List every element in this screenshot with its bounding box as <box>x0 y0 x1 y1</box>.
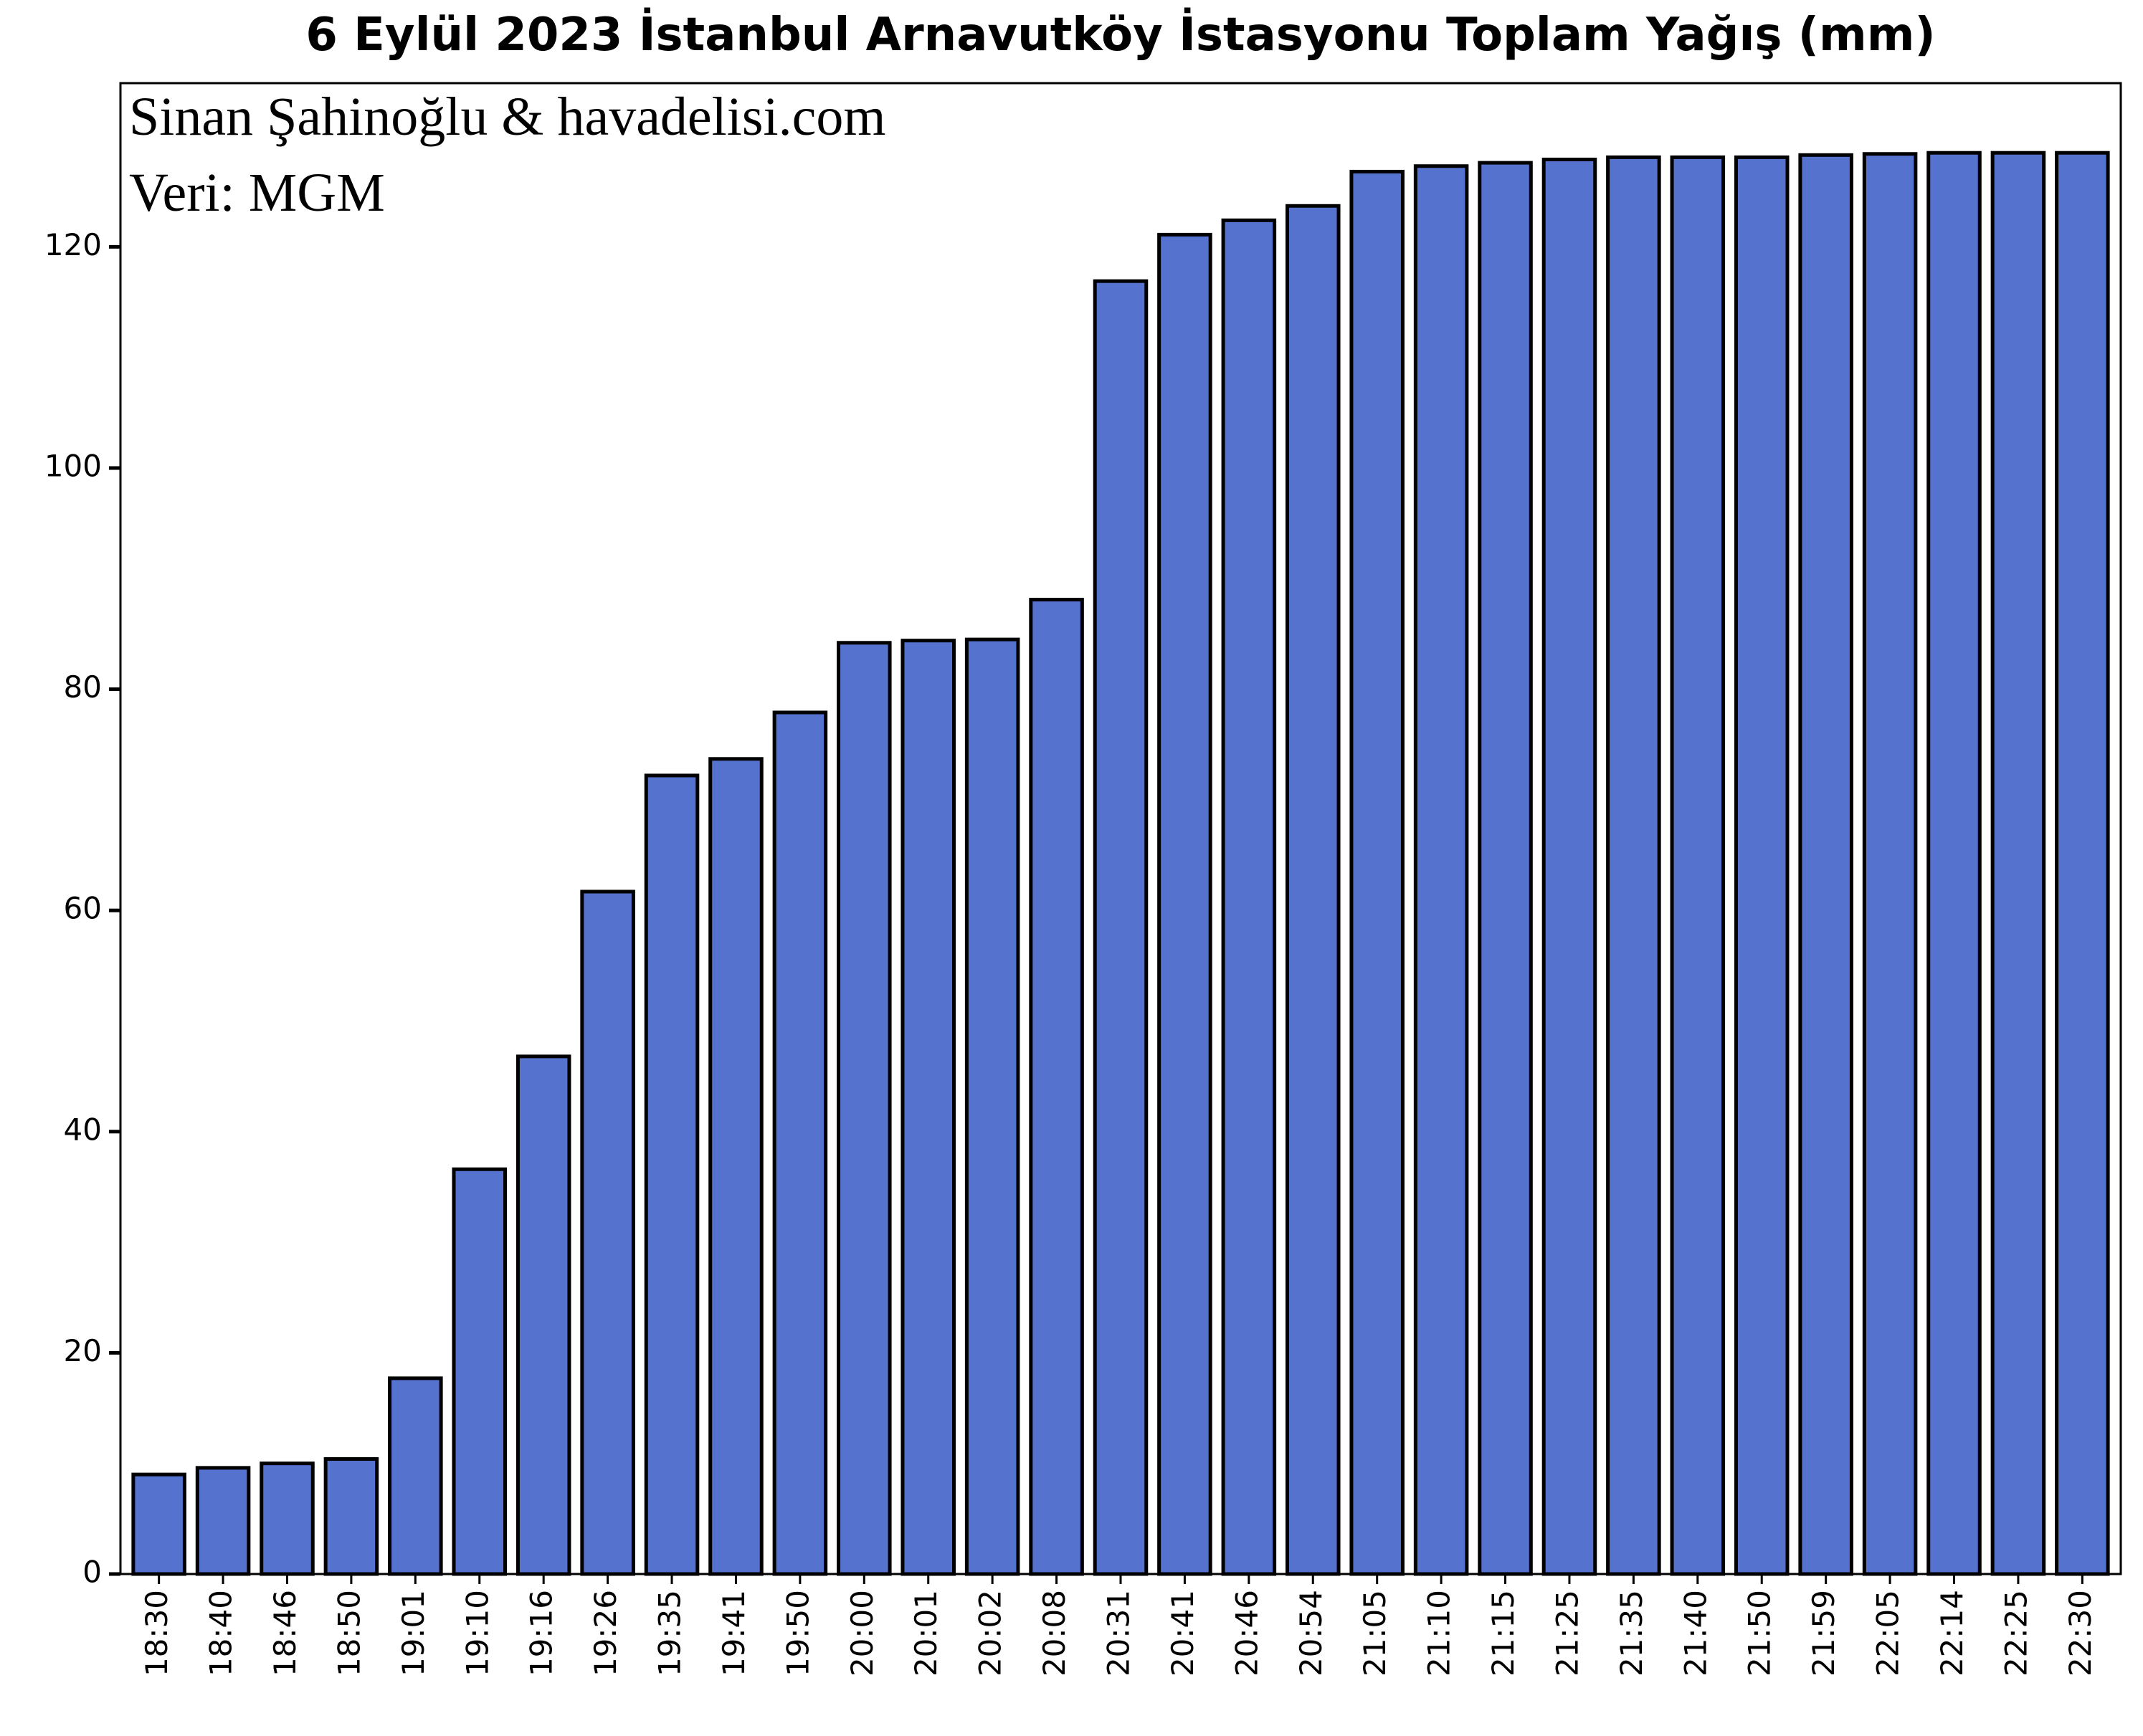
y-tick-label: 80 <box>64 669 102 705</box>
y-tick-label: 100 <box>44 448 102 483</box>
bar <box>452 1167 508 1576</box>
bar <box>2055 151 2110 1576</box>
bar <box>1221 218 1277 1576</box>
bar <box>708 757 764 1576</box>
bar <box>1349 169 1405 1576</box>
bar <box>1413 164 1469 1576</box>
bar <box>195 1466 251 1576</box>
y-tick-label: 40 <box>64 1112 102 1147</box>
bar <box>1029 598 1084 1576</box>
bar <box>1606 155 1661 1576</box>
chart-title: 6 Eylül 2023 İstanbul Arnavutköy İstasyo… <box>305 7 1935 62</box>
x-tick-label: 19:50 <box>780 1590 815 1677</box>
bar <box>964 637 1020 1576</box>
x-tick-label: 20:08 <box>1037 1590 1072 1677</box>
x-tick-label: 19:41 <box>716 1590 751 1677</box>
bar <box>580 890 635 1576</box>
bar <box>644 773 700 1576</box>
x-tick-label: 21:25 <box>1549 1590 1584 1677</box>
x-tick-label: 20:54 <box>1293 1590 1329 1677</box>
x-tick-label: 18:30 <box>139 1590 174 1677</box>
bar <box>1478 161 1533 1576</box>
x-tick-label: 22:30 <box>2063 1590 2098 1677</box>
annotation: Veri: MGM <box>129 163 385 223</box>
bar <box>1541 157 1597 1576</box>
bar <box>515 1054 571 1576</box>
x-tick-label: 19:01 <box>396 1590 431 1677</box>
x-tick-label: 18:40 <box>204 1590 239 1677</box>
bar <box>1093 279 1149 1576</box>
bar <box>1670 155 1726 1576</box>
y-tick-label: 20 <box>64 1333 102 1368</box>
x-tick-label: 21:59 <box>1806 1590 1841 1677</box>
bar <box>1926 151 1982 1576</box>
bar <box>1286 204 1341 1576</box>
x-tick-label: 19:10 <box>460 1590 495 1677</box>
x-tick-label: 21:10 <box>1422 1590 1457 1677</box>
x-tick-label: 22:25 <box>1998 1590 2033 1677</box>
bar <box>131 1472 186 1576</box>
bar <box>1734 155 1790 1576</box>
x-tick-label: 20:01 <box>908 1590 944 1677</box>
x-tick-label: 21:50 <box>1742 1590 1777 1677</box>
x-tick-label: 20:46 <box>1229 1590 1264 1677</box>
x-tick-label: 22:05 <box>1871 1590 1906 1677</box>
x-tick-label: 20:41 <box>1165 1590 1200 1677</box>
bar <box>901 639 956 1576</box>
bar <box>388 1376 443 1576</box>
x-tick-label: 21:35 <box>1614 1590 1649 1677</box>
bar <box>837 641 892 1576</box>
annotation: Sinan Şahinoğlu & havadelisi.com <box>129 87 885 147</box>
x-tick-label: 19:26 <box>588 1590 623 1677</box>
x-tick-label: 20:00 <box>845 1590 880 1677</box>
x-tick-label: 22:14 <box>1934 1590 1969 1677</box>
x-tick-label: 18:50 <box>331 1590 366 1677</box>
bar <box>1157 232 1212 1576</box>
plot-frame <box>119 82 2122 1575</box>
x-tick-label: 20:31 <box>1101 1590 1136 1677</box>
bar <box>772 710 828 1576</box>
bar <box>260 1461 315 1576</box>
x-tick-label: 18:46 <box>267 1590 303 1677</box>
x-tick-label: 21:40 <box>1678 1590 1713 1677</box>
bar <box>1798 153 1853 1576</box>
y-tick-label: 60 <box>64 891 102 926</box>
y-tick-label: 120 <box>44 227 102 262</box>
bar <box>323 1457 379 1576</box>
x-tick-label: 21:05 <box>1357 1590 1392 1677</box>
x-tick-label: 19:35 <box>652 1590 688 1677</box>
bar <box>1862 152 1918 1576</box>
bar <box>1990 151 2046 1576</box>
y-tick-label: 0 <box>82 1555 102 1590</box>
x-tick-label: 19:16 <box>524 1590 559 1677</box>
x-tick-label: 20:02 <box>973 1590 1008 1677</box>
x-tick-label: 21:15 <box>1486 1590 1521 1677</box>
